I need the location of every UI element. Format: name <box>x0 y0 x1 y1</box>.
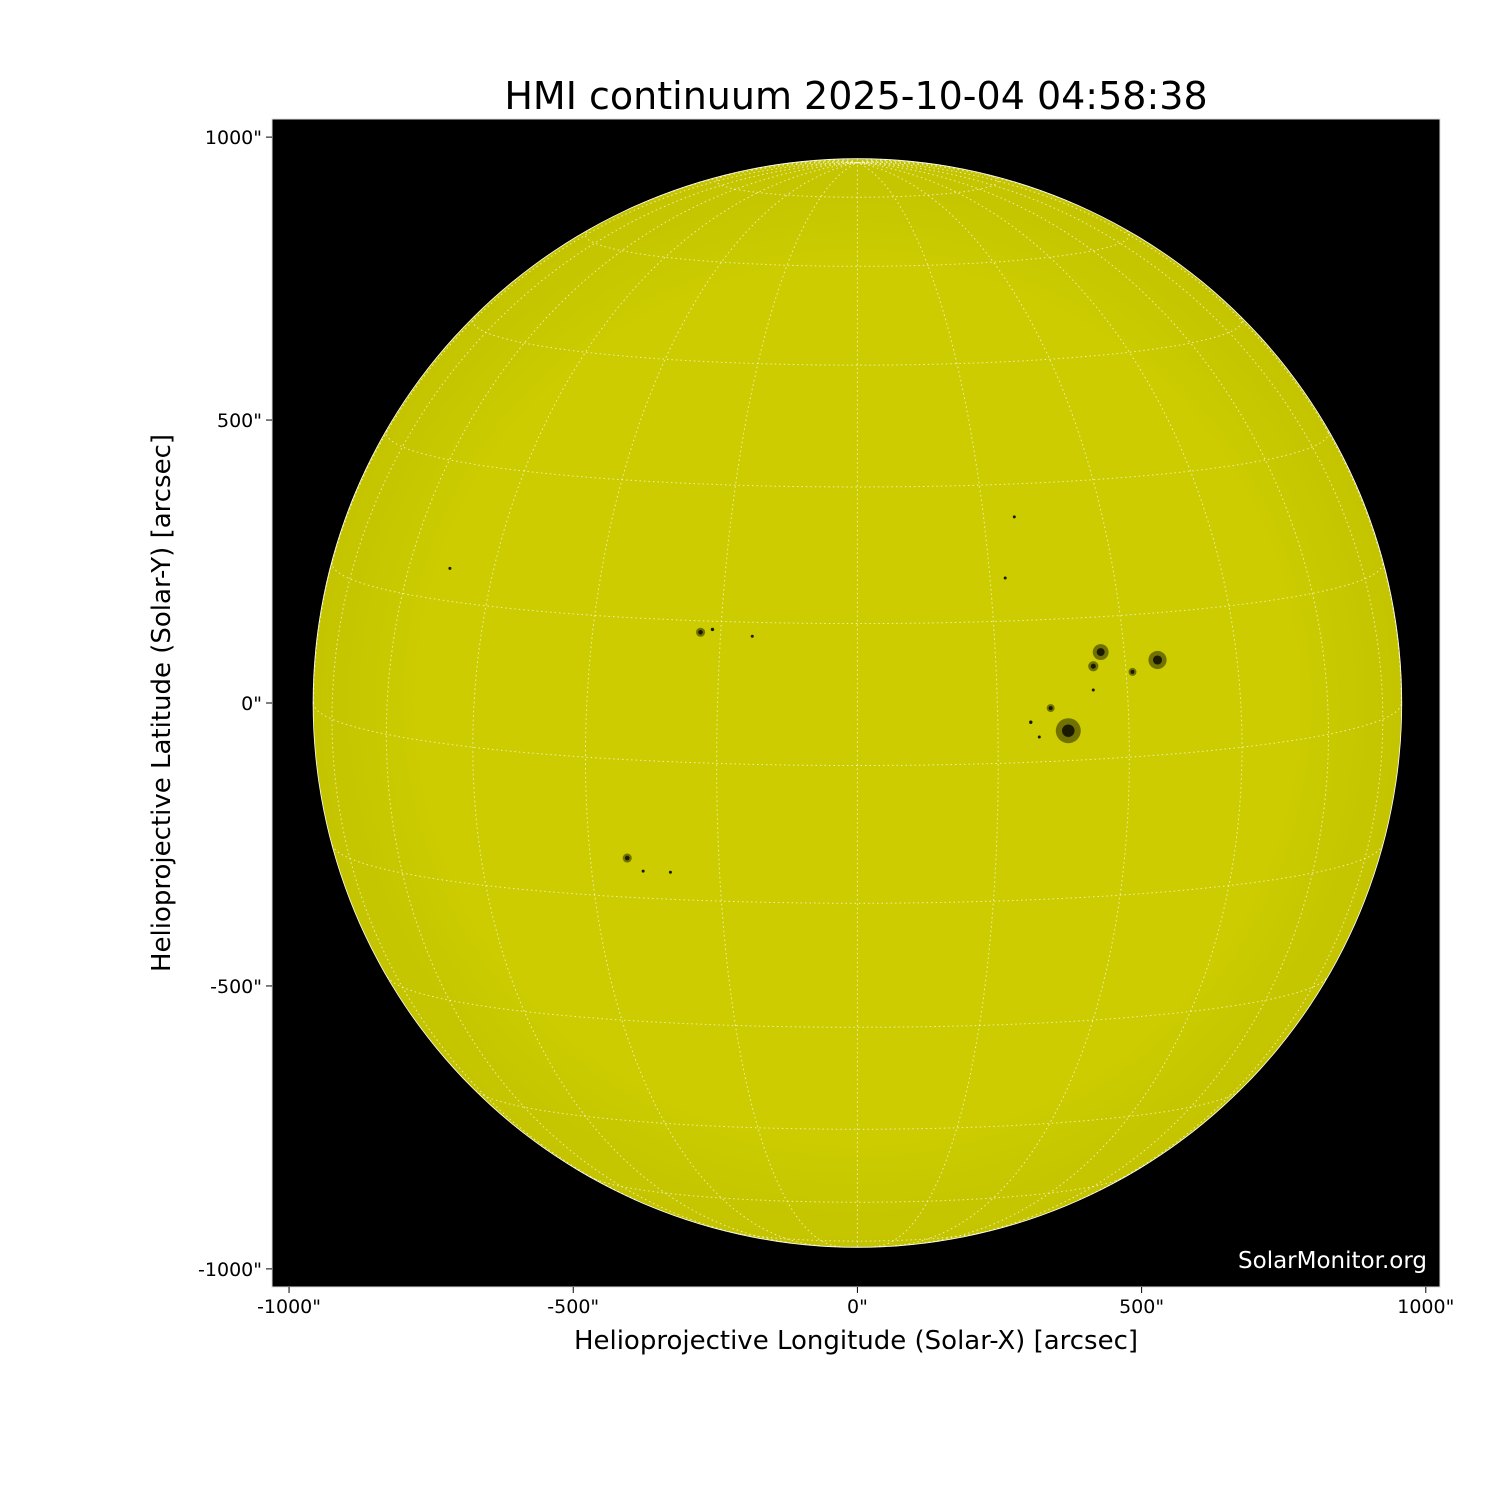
grid-longitude-line <box>472 162 858 1244</box>
grid-longitude-line <box>857 162 1330 1236</box>
watermark: SolarMonitor.org <box>1238 1248 1427 1274</box>
grid-longitude-line <box>331 162 858 1200</box>
y-axis-label: Helioprojective Latitude (Solar-Y) [arcs… <box>147 433 177 973</box>
grid-latitude-line <box>385 429 1330 488</box>
x-tick-label: 0" <box>847 1296 868 1318</box>
sunspot-umbra <box>1090 663 1096 669</box>
grid-longitude-line <box>643 161 858 204</box>
sunspot-umbra <box>750 634 754 638</box>
y-tick-label: -1000" <box>198 1259 262 1281</box>
grid-longitude-line <box>857 162 1243 1244</box>
grid-longitude-line <box>857 160 918 164</box>
sunspot-umbra <box>1130 669 1135 674</box>
grid-latitude-line <box>387 976 1328 1028</box>
grid-longitude-line <box>857 161 1072 204</box>
y-tick-label: -500" <box>210 976 262 998</box>
x-tick-label: 500" <box>1119 1296 1164 1318</box>
grid-longitude-line <box>857 162 1130 1247</box>
sunspot-umbra <box>1048 706 1053 711</box>
x-tick-label: 1000" <box>1397 1296 1454 1318</box>
grid-longitude-line <box>797 160 858 164</box>
grid-longitude-line <box>857 162 1384 1200</box>
sunspot-umbra <box>1012 515 1016 519</box>
grid-longitude-line <box>585 162 858 1247</box>
grid-longitude-line <box>857 159 891 164</box>
grid-latitude-line <box>313 702 1402 766</box>
sunspot-umbra <box>698 629 703 635</box>
sunspot-umbra <box>1029 720 1033 724</box>
y-tick-label: 1000" <box>205 127 262 149</box>
y-tick-label: 0" <box>241 693 262 715</box>
grid-latitude-line <box>475 1090 1240 1130</box>
grid-latitude-line <box>331 562 1384 624</box>
sunspot-umbra <box>624 855 630 861</box>
x-axis-label: Helioprojective Longitude (Solar-X) [arc… <box>573 1326 1139 1356</box>
sunspot-umbra <box>1062 724 1075 737</box>
sunspot-umbra <box>1096 648 1105 657</box>
grid-latitude-line <box>472 315 1243 366</box>
sunspot-umbra <box>1003 576 1007 580</box>
grid-longitude-line <box>385 162 858 1236</box>
sunspot-umbra <box>1037 735 1041 739</box>
sunspot-umbra <box>448 566 452 570</box>
solar-disk <box>313 159 1402 1247</box>
y-tick-label: 500" <box>217 410 262 432</box>
sunspot-umbra <box>710 627 715 632</box>
grid-latitude-line <box>716 173 999 198</box>
chart-title: HMI continuum 2025-10-04 04:58:38 <box>504 74 1208 118</box>
sunspot-umbra <box>668 870 672 874</box>
sunspot-umbra <box>1091 688 1095 692</box>
sunspot-umbra <box>1152 655 1163 665</box>
sunspot-umbra <box>641 869 645 873</box>
x-tick-label: -1000" <box>257 1296 321 1318</box>
x-tick-label: -500" <box>547 1296 599 1318</box>
